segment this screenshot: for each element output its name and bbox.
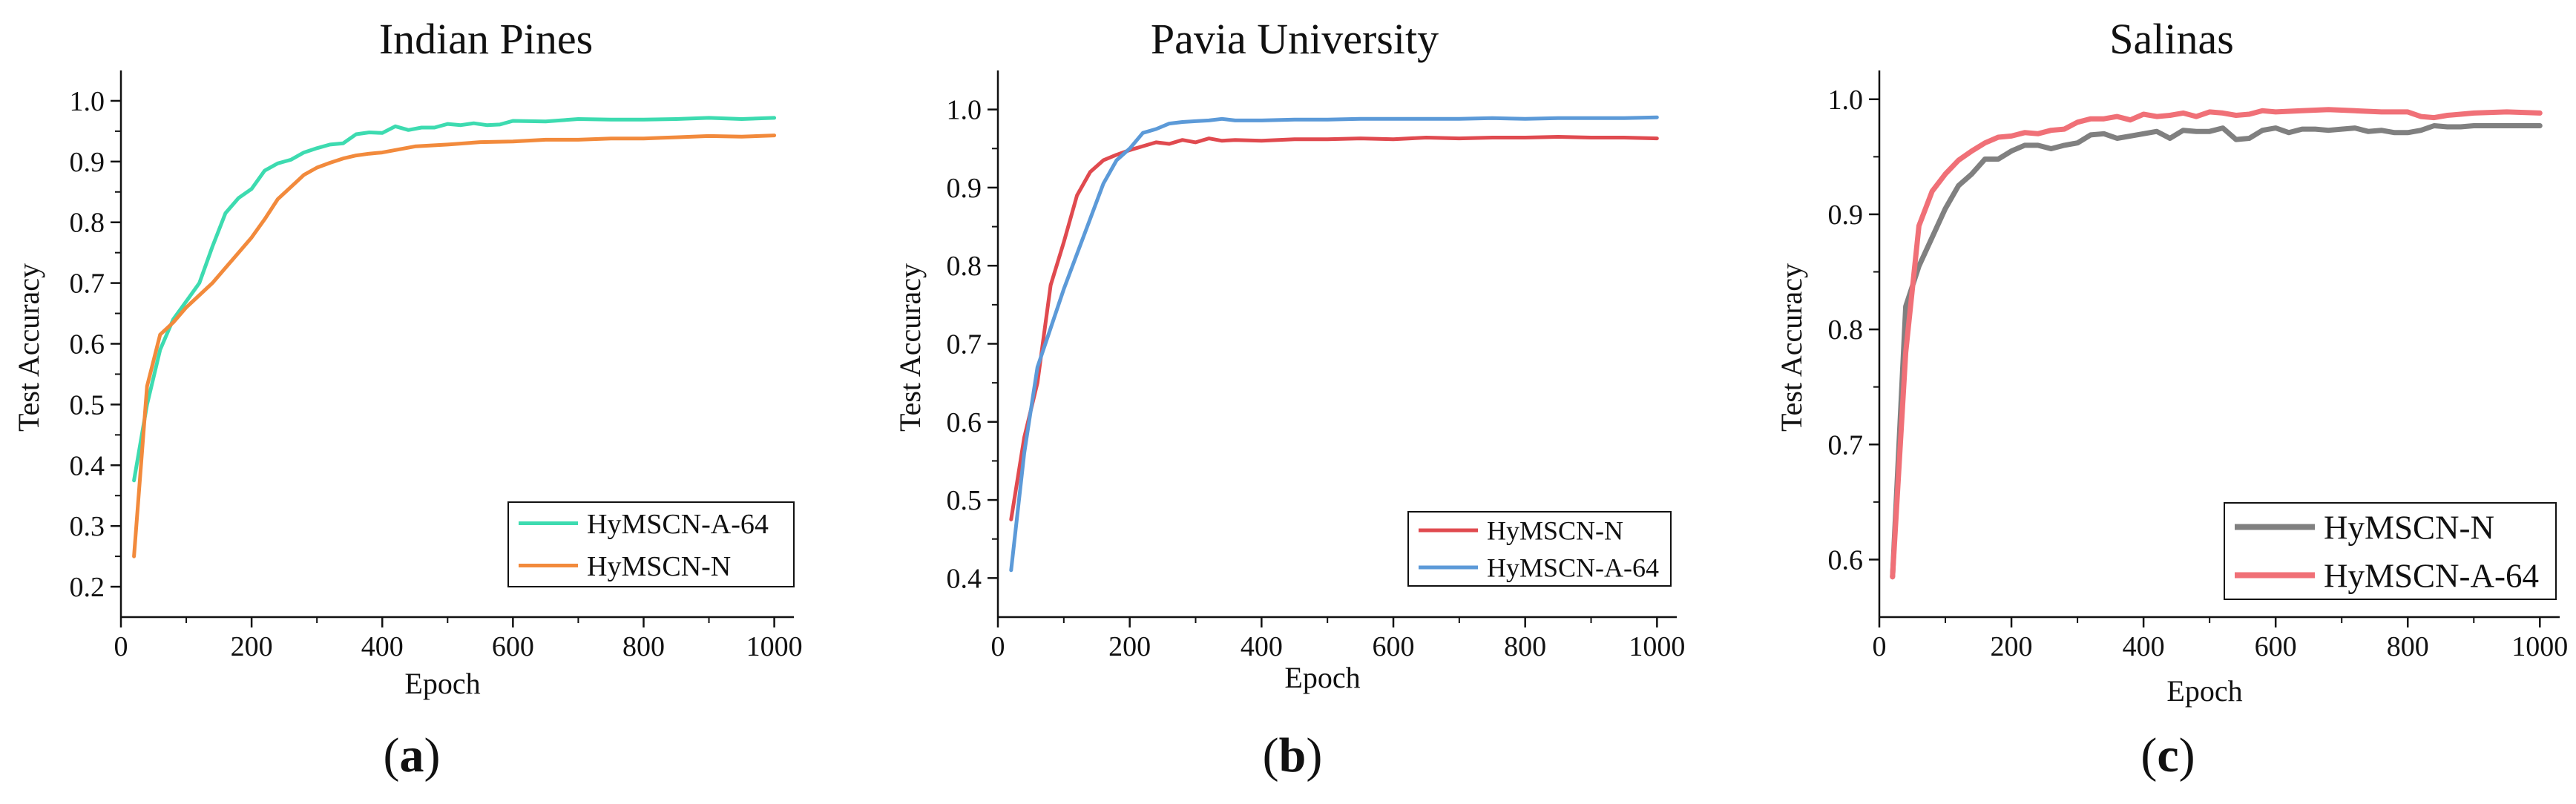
x-tick-label: 0	[991, 631, 1005, 662]
legend-box	[507, 501, 795, 587]
panel-label-letter: c	[2157, 728, 2178, 782]
legend-box	[1407, 511, 1672, 587]
legend: HyMSCN-N HyMSCN-A-64	[2224, 502, 2557, 600]
y-tick-label: 0.8	[947, 251, 982, 282]
y-tick-label: 0.8	[1828, 314, 1864, 346]
y-axis-label: Test Accuracy	[1775, 263, 1808, 432]
legend-box	[2224, 502, 2557, 600]
y-tick-label: 0.4	[947, 563, 982, 594]
panel-label: (a)	[384, 728, 441, 782]
x-tick-label: 800	[2387, 631, 2429, 662]
panel-label-letter: b	[1279, 728, 1307, 782]
series-line-hymscn-n	[1890, 123, 2543, 580]
x-tick-label: 400	[1241, 631, 1283, 662]
series-line-hymscn-a-64	[1009, 115, 1659, 573]
chart-title: Pavia University	[1151, 15, 1439, 63]
chart-panel-salinas: Salinas 0.6 0.7 0.8 0.9 1.0 0 200 400 600 800 1000 E…	[1775, 15, 2568, 782]
x-tick-label: 200	[1991, 631, 2033, 662]
panel-label-open-paren: (	[2140, 728, 2157, 782]
panel-label-open-paren: (	[384, 728, 400, 782]
legend-label-hymscn-a-64: HyMSCN-A-64	[2324, 557, 2539, 594]
x-tick-label: 200	[1108, 631, 1151, 662]
y-tick-label: 1.0	[1828, 85, 1864, 116]
series-line-hymscn-n	[1009, 135, 1659, 521]
y-tick-label: 0.3	[70, 511, 105, 542]
legend-label-hymscn-n: HyMSCN-N	[2324, 509, 2494, 546]
y-axis-label: Test Accuracy	[893, 263, 927, 432]
series-line-hymscn-n	[132, 134, 777, 558]
y-tick-label: 0.6	[1828, 544, 1864, 576]
x-tick-label: 1000	[1629, 631, 1685, 662]
y-tick-label: 0.9	[1828, 200, 1864, 231]
panel-label-letter: a	[400, 728, 424, 782]
y-tick-label: 0.8	[70, 208, 105, 239]
y-tick-label: 0.5	[947, 485, 982, 516]
x-tick-label: 800	[1504, 631, 1546, 662]
chart-panel-indian-pines: Indian Pines 0.2 0.3 0.4 0.5 0.6 0.7 0.8 0.9 1.0 0…	[12, 15, 803, 782]
panel-label: (b)	[1263, 728, 1323, 782]
chart-title: Indian Pines	[379, 15, 593, 63]
legend: HyMSCN-N HyMSCN-A-64	[1407, 511, 1672, 587]
y-tick-label: 0.6	[70, 329, 105, 360]
chart-title: Salinas	[2109, 15, 2234, 63]
x-tick-label: 600	[492, 631, 534, 662]
x-tick-label: 0	[114, 631, 128, 662]
series-line-hymscn-a-64	[1890, 107, 2543, 580]
y-tick-label: 0.9	[70, 147, 105, 178]
x-tick-label: 400	[361, 631, 404, 662]
y-axis-label: Test Accuracy	[12, 263, 45, 432]
y-tick-label: 1.0	[947, 95, 982, 126]
legend-label-hymscn-n: HyMSCN-N	[587, 551, 731, 582]
x-axis-label: Epoch	[1284, 661, 1360, 694]
y-tick-label: 0.6	[947, 407, 982, 438]
legend-label-hymscn-a-64: HyMSCN-A-64	[587, 509, 769, 540]
y-tick-label: 1.0	[70, 86, 105, 117]
x-tick-label: 600	[2255, 631, 2297, 662]
x-tick-label: 600	[1373, 631, 1415, 662]
legend: HyMSCN-A-64 HyMSCN-N	[507, 501, 795, 587]
x-tick-label: 800	[622, 631, 665, 662]
panel-label-close-paren: )	[2179, 728, 2195, 782]
panel-label: (c)	[2140, 728, 2195, 782]
y-tick-label: 0.5	[70, 389, 105, 421]
series-line-hymscn-a-64	[132, 116, 777, 483]
y-tick-label: 0.7	[1828, 429, 1864, 461]
chart-panel-pavia-university: Pavia University 0.4 0.5 0.6 0.7 0.8 0.9 1.0 0 20…	[893, 15, 1685, 782]
y-tick-label: 0.2	[70, 572, 105, 603]
y-tick-label: 0.7	[947, 329, 982, 360]
y-tick-label: 0.7	[70, 268, 105, 300]
x-tick-label: 200	[231, 631, 273, 662]
x-tick-label: 0	[1873, 631, 1887, 662]
y-tick-label: 0.4	[70, 450, 105, 481]
panel-label-close-paren: )	[424, 728, 441, 782]
x-axis-label: Epoch	[2166, 674, 2242, 708]
y-tick-label: 0.9	[947, 173, 982, 204]
legend-label-hymscn-a-64: HyMSCN-A-64	[1487, 553, 1659, 583]
legend-label-hymscn-n: HyMSCN-N	[1487, 516, 1623, 546]
x-tick-label: 1000	[746, 631, 803, 662]
panel-label-open-paren: (	[1263, 728, 1279, 782]
panel-label-close-paren: )	[1306, 728, 1322, 782]
x-tick-label: 1000	[2511, 631, 2568, 662]
x-axis-label: Epoch	[404, 667, 480, 700]
x-tick-label: 400	[2123, 631, 2165, 662]
